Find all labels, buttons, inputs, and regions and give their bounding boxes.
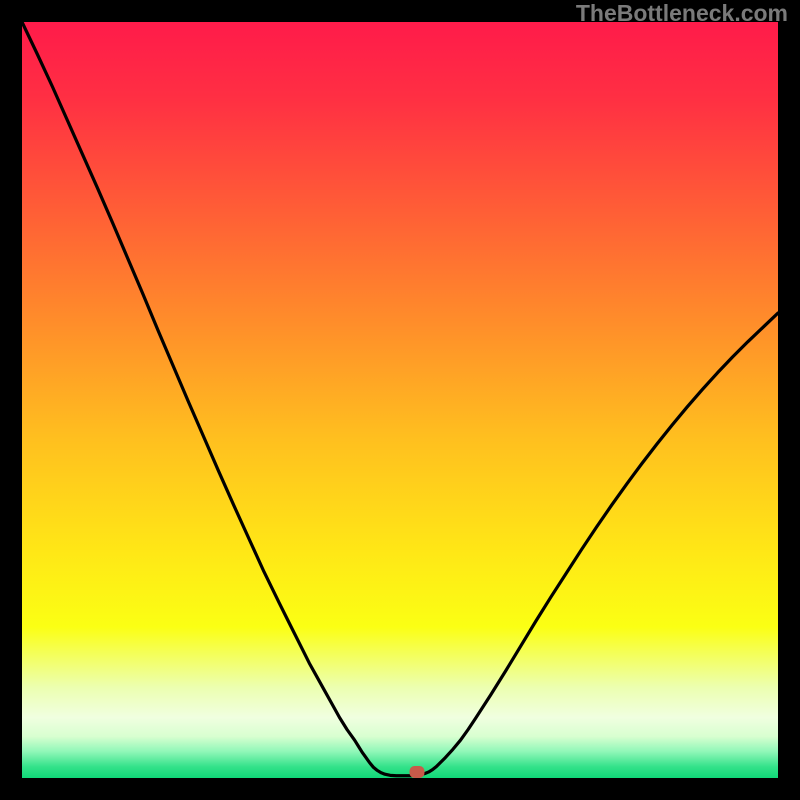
curve-svg: [22, 22, 778, 778]
minimum-marker: [409, 766, 424, 778]
bottleneck-curve: [22, 22, 778, 776]
figure-root: TheBottleneck.com: [0, 0, 800, 800]
watermark-text: TheBottleneck.com: [576, 0, 788, 27]
plot-area: [22, 22, 778, 778]
